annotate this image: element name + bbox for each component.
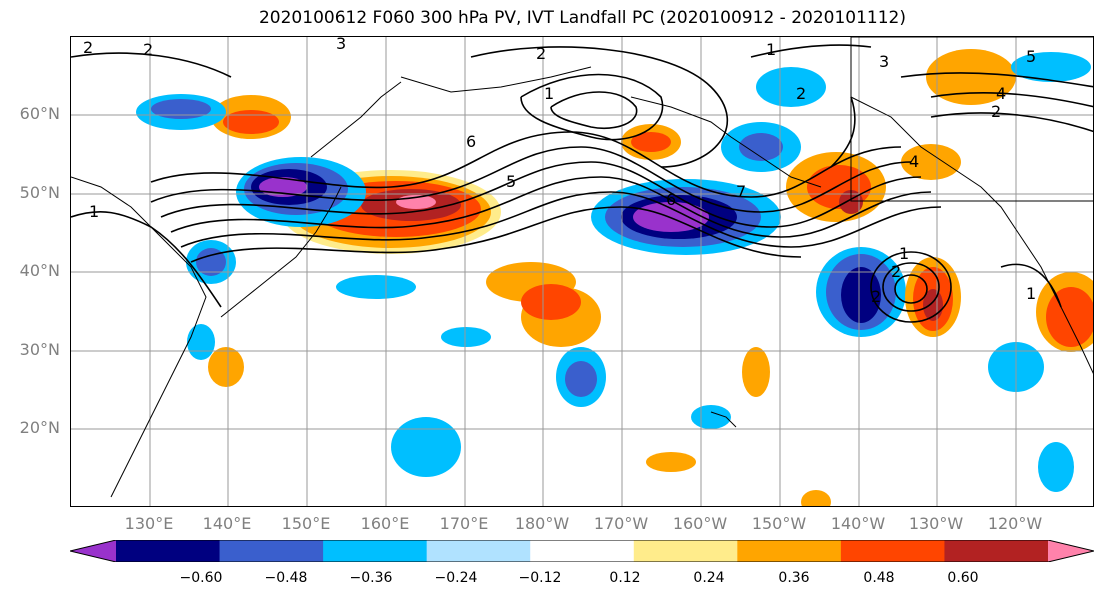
contour-label: 6: [466, 132, 476, 151]
contour-label: 2: [891, 262, 901, 281]
lon-label: 170°E: [439, 514, 489, 533]
contour-label: 1: [544, 84, 554, 103]
lon-label: 160°W: [672, 514, 728, 533]
colorbar-tick: −0.24: [434, 570, 478, 586]
contour-label: 1: [1026, 284, 1036, 303]
colorbar-segment: [116, 540, 221, 562]
colorbar-segment: [426, 540, 531, 562]
colorbar-tick: 0.24: [693, 570, 725, 586]
colorbar-tick: 0.48: [863, 570, 895, 586]
contour-label: 3: [879, 52, 889, 71]
lat-label: 30°N: [19, 340, 60, 359]
contour-label: 7: [736, 182, 746, 201]
lon-label: 150°W: [751, 514, 807, 533]
lon-label: 130°W: [908, 514, 964, 533]
contour-label: 1: [899, 244, 909, 263]
contour-label: 1: [89, 202, 99, 221]
lon-label: 160°E: [360, 514, 410, 533]
inset-box: [850, 37, 1093, 202]
colorbar-segment: [530, 540, 635, 562]
contour-label: 4: [996, 84, 1006, 103]
contour-label: 4: [909, 152, 919, 171]
lat-label: 60°N: [19, 104, 60, 123]
graticule: [71, 37, 1093, 506]
lon-label: 120°W: [987, 514, 1043, 533]
colorbar-segment: [323, 540, 428, 562]
contour-label: 2: [83, 38, 93, 57]
contour-label: 3: [336, 37, 346, 53]
pv-anomaly-shading: [136, 49, 1093, 506]
colorbar-tick: −0.60: [179, 570, 223, 586]
lon-label: 140°W: [830, 514, 886, 533]
contour-label: 2: [991, 102, 1001, 121]
map-title: 2020100612 F060 300 hPa PV, IVT Landfall…: [258, 8, 906, 28]
coastlines: [71, 66, 1093, 498]
colorbar-segment: [737, 540, 842, 562]
colorbar-tick: −0.12: [518, 570, 562, 586]
colorbar-segments: [70, 540, 1094, 562]
map-panel: 2 2 3 2 1 6 5 6 7 1 2 1 2 3 4 5 2 4 1 1 …: [70, 36, 1094, 507]
contour-label-group: 2 2 3 2 1 6 5 6 7 1 2 1 2 3 4 5 2 4 1 1 …: [83, 37, 1036, 306]
map-canvas: 2 2 3 2 1 6 5 6 7 1 2 1 2 3 4 5 2 4 1 1 …: [71, 37, 1093, 506]
lon-label: 140°E: [202, 514, 252, 533]
contour-label: 2: [796, 84, 806, 103]
contour-label: 5: [1026, 47, 1036, 66]
colorbar-segment: [70, 540, 116, 562]
contour-label: 2: [536, 44, 546, 63]
colorbar-segment: [219, 540, 324, 562]
lon-label: 180°W: [514, 514, 570, 533]
colorbar-tick: 0.36: [778, 570, 810, 586]
lat-label: 40°N: [19, 261, 60, 280]
colorbar-segment: [944, 540, 1049, 562]
contour-label: 1: [766, 40, 776, 59]
lon-label: 170°W: [593, 514, 649, 533]
lon-label: 150°E: [281, 514, 331, 533]
lon-label: 130°E: [124, 514, 174, 533]
colorbar-segment: [633, 540, 738, 562]
colorbar: [70, 540, 1094, 562]
pv-contours: [71, 44, 1093, 323]
lat-label: 20°N: [19, 418, 60, 437]
contour-label: 2: [143, 40, 153, 59]
colorbar-segment: [1048, 540, 1094, 562]
lat-label: 50°N: [19, 183, 60, 202]
contour-label: 6: [666, 190, 676, 209]
contour-label: 5: [506, 172, 516, 191]
colorbar-tick: −0.48: [264, 570, 308, 586]
contour-label: 2: [871, 287, 881, 306]
colorbar-tick: −0.36: [349, 570, 393, 586]
colorbar-tick: 0.60: [947, 570, 979, 586]
colorbar-segment: [840, 540, 945, 562]
colorbar-tick: 0.12: [609, 570, 641, 586]
